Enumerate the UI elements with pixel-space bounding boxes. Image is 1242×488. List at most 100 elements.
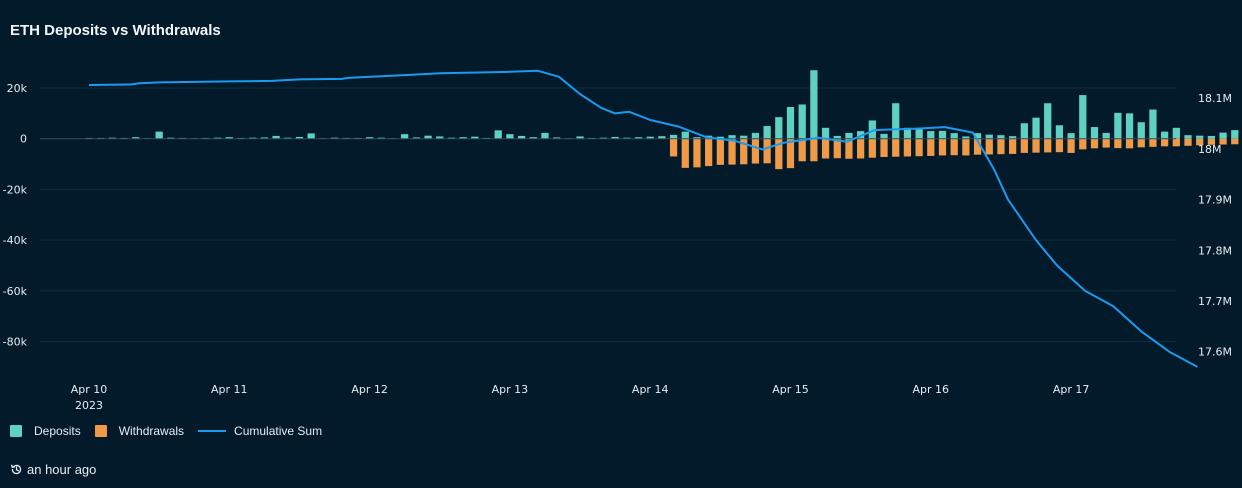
deposit-bar[interactable] (506, 134, 514, 139)
deposit-bar[interactable] (973, 133, 982, 139)
deposit-bar[interactable] (985, 134, 993, 139)
deposit-bar[interactable] (436, 136, 444, 139)
deposit-bar[interactable] (517, 135, 526, 139)
withdrawal-bar[interactable] (1102, 138, 1110, 148)
deposit-bar[interactable] (213, 137, 222, 139)
deposit-bar[interactable] (529, 137, 537, 139)
deposit-bar[interactable] (962, 136, 970, 139)
deposit-bar[interactable] (401, 134, 409, 139)
withdrawal-bar[interactable] (1067, 138, 1075, 153)
deposit-bar[interactable] (284, 137, 292, 139)
withdrawal-bar[interactable] (1090, 138, 1099, 149)
deposit-bar[interactable] (763, 126, 771, 139)
withdrawal-bar[interactable] (833, 138, 841, 159)
deposit-bar[interactable] (167, 137, 175, 139)
withdrawal-bar[interactable] (669, 138, 678, 157)
deposit-bar[interactable] (786, 107, 795, 139)
deposit-bar[interactable] (1125, 113, 1134, 139)
deposit-bar[interactable] (260, 137, 268, 139)
withdrawal-bar[interactable] (810, 138, 818, 162)
withdrawal-bar[interactable] (751, 138, 760, 164)
withdrawal-bar[interactable] (857, 138, 865, 159)
withdrawal-bar[interactable] (1044, 138, 1052, 153)
deposit-bar[interactable] (821, 127, 830, 139)
deposit-bar[interactable] (646, 136, 654, 139)
withdrawal-bar[interactable] (1020, 138, 1028, 153)
deposit-bar[interactable] (880, 133, 888, 139)
deposit-bar[interactable] (728, 135, 736, 139)
withdrawal-bar[interactable] (1149, 138, 1157, 147)
withdrawal-bar[interactable] (903, 138, 912, 157)
deposit-bar[interactable] (1055, 125, 1064, 139)
withdrawal-bar[interactable] (927, 138, 935, 156)
deposit-bar[interactable] (155, 131, 163, 139)
withdrawal-bar[interactable] (868, 138, 876, 158)
deposit-bar[interactable] (1149, 109, 1157, 139)
withdrawal-bar[interactable] (1196, 138, 1204, 146)
deposit-bar[interactable] (459, 137, 467, 139)
withdrawal-bar[interactable] (1114, 138, 1122, 149)
withdrawal-bar[interactable] (1009, 138, 1017, 154)
deposit-bar[interactable] (1102, 132, 1110, 139)
deposit-bar[interactable] (541, 132, 549, 139)
deposit-bar[interactable] (1067, 133, 1075, 139)
withdrawal-bar[interactable] (1032, 138, 1040, 153)
deposit-bar[interactable] (272, 135, 280, 139)
withdrawal-bar[interactable] (997, 138, 1005, 155)
deposit-bar[interactable] (553, 137, 561, 139)
withdrawal-bar[interactable] (1184, 138, 1192, 146)
deposit-bar[interactable] (903, 127, 912, 139)
deposit-bar[interactable] (938, 130, 947, 139)
deposit-bar[interactable] (1044, 103, 1052, 139)
deposit-bar[interactable] (249, 137, 257, 139)
deposit-bar[interactable] (915, 128, 923, 139)
withdrawal-bar[interactable] (845, 138, 853, 159)
legend-item-cumulative-sum[interactable]: Cumulative Sum (198, 424, 322, 438)
deposit-bar[interactable] (716, 136, 724, 139)
deposit-bar[interactable] (1196, 135, 1204, 139)
withdrawal-bar[interactable] (880, 138, 888, 157)
withdrawal-bar[interactable] (950, 138, 958, 156)
withdrawal-bar[interactable] (740, 138, 748, 165)
legend-item-deposits[interactable]: Deposits (10, 424, 81, 438)
withdrawal-bar[interactable] (1055, 138, 1064, 153)
deposit-bar[interactable] (471, 136, 479, 139)
deposit-bar[interactable] (634, 137, 643, 139)
deposit-bar[interactable] (424, 135, 432, 139)
deposit-bar[interactable] (412, 137, 420, 139)
withdrawal-bar[interactable] (681, 138, 689, 168)
withdrawal-bar[interactable] (962, 138, 970, 156)
withdrawal-bar[interactable] (1207, 138, 1216, 145)
deposit-bar[interactable] (108, 137, 117, 139)
deposit-bar[interactable] (1020, 123, 1028, 139)
deposit-bar[interactable] (611, 136, 619, 139)
withdrawal-bar[interactable] (728, 138, 736, 165)
deposit-bar[interactable] (1114, 112, 1122, 139)
deposit-bar[interactable] (1231, 130, 1239, 139)
withdrawal-bar[interactable] (786, 138, 795, 169)
deposit-bar[interactable] (365, 137, 374, 139)
deposit-bar[interactable] (751, 132, 760, 139)
deposit-bar[interactable] (693, 137, 701, 139)
legend-item-withdrawals[interactable]: Withdrawals (94, 424, 184, 438)
withdrawal-bar[interactable] (716, 138, 724, 165)
deposit-bar[interactable] (447, 137, 456, 139)
deposit-bar[interactable] (740, 135, 748, 139)
deposit-bar[interactable] (576, 136, 584, 139)
withdrawal-bar[interactable] (1161, 138, 1169, 147)
deposit-bar[interactable] (868, 120, 876, 139)
withdrawal-bar[interactable] (693, 138, 701, 168)
deposit-bar[interactable] (1172, 127, 1180, 139)
deposit-bar[interactable] (132, 137, 140, 139)
withdrawal-bar[interactable] (705, 138, 713, 167)
withdrawal-bar[interactable] (1231, 138, 1239, 145)
withdrawal-bar[interactable] (973, 138, 982, 155)
deposit-bar[interactable] (1079, 95, 1087, 139)
deposit-bar[interactable] (892, 103, 900, 139)
cumulative-sum-line[interactable] (88, 69, 1198, 368)
deposit-bar[interactable] (225, 137, 233, 139)
deposit-bar[interactable] (775, 117, 783, 139)
withdrawal-bar[interactable] (1125, 138, 1134, 149)
deposit-bar[interactable] (1137, 122, 1145, 139)
